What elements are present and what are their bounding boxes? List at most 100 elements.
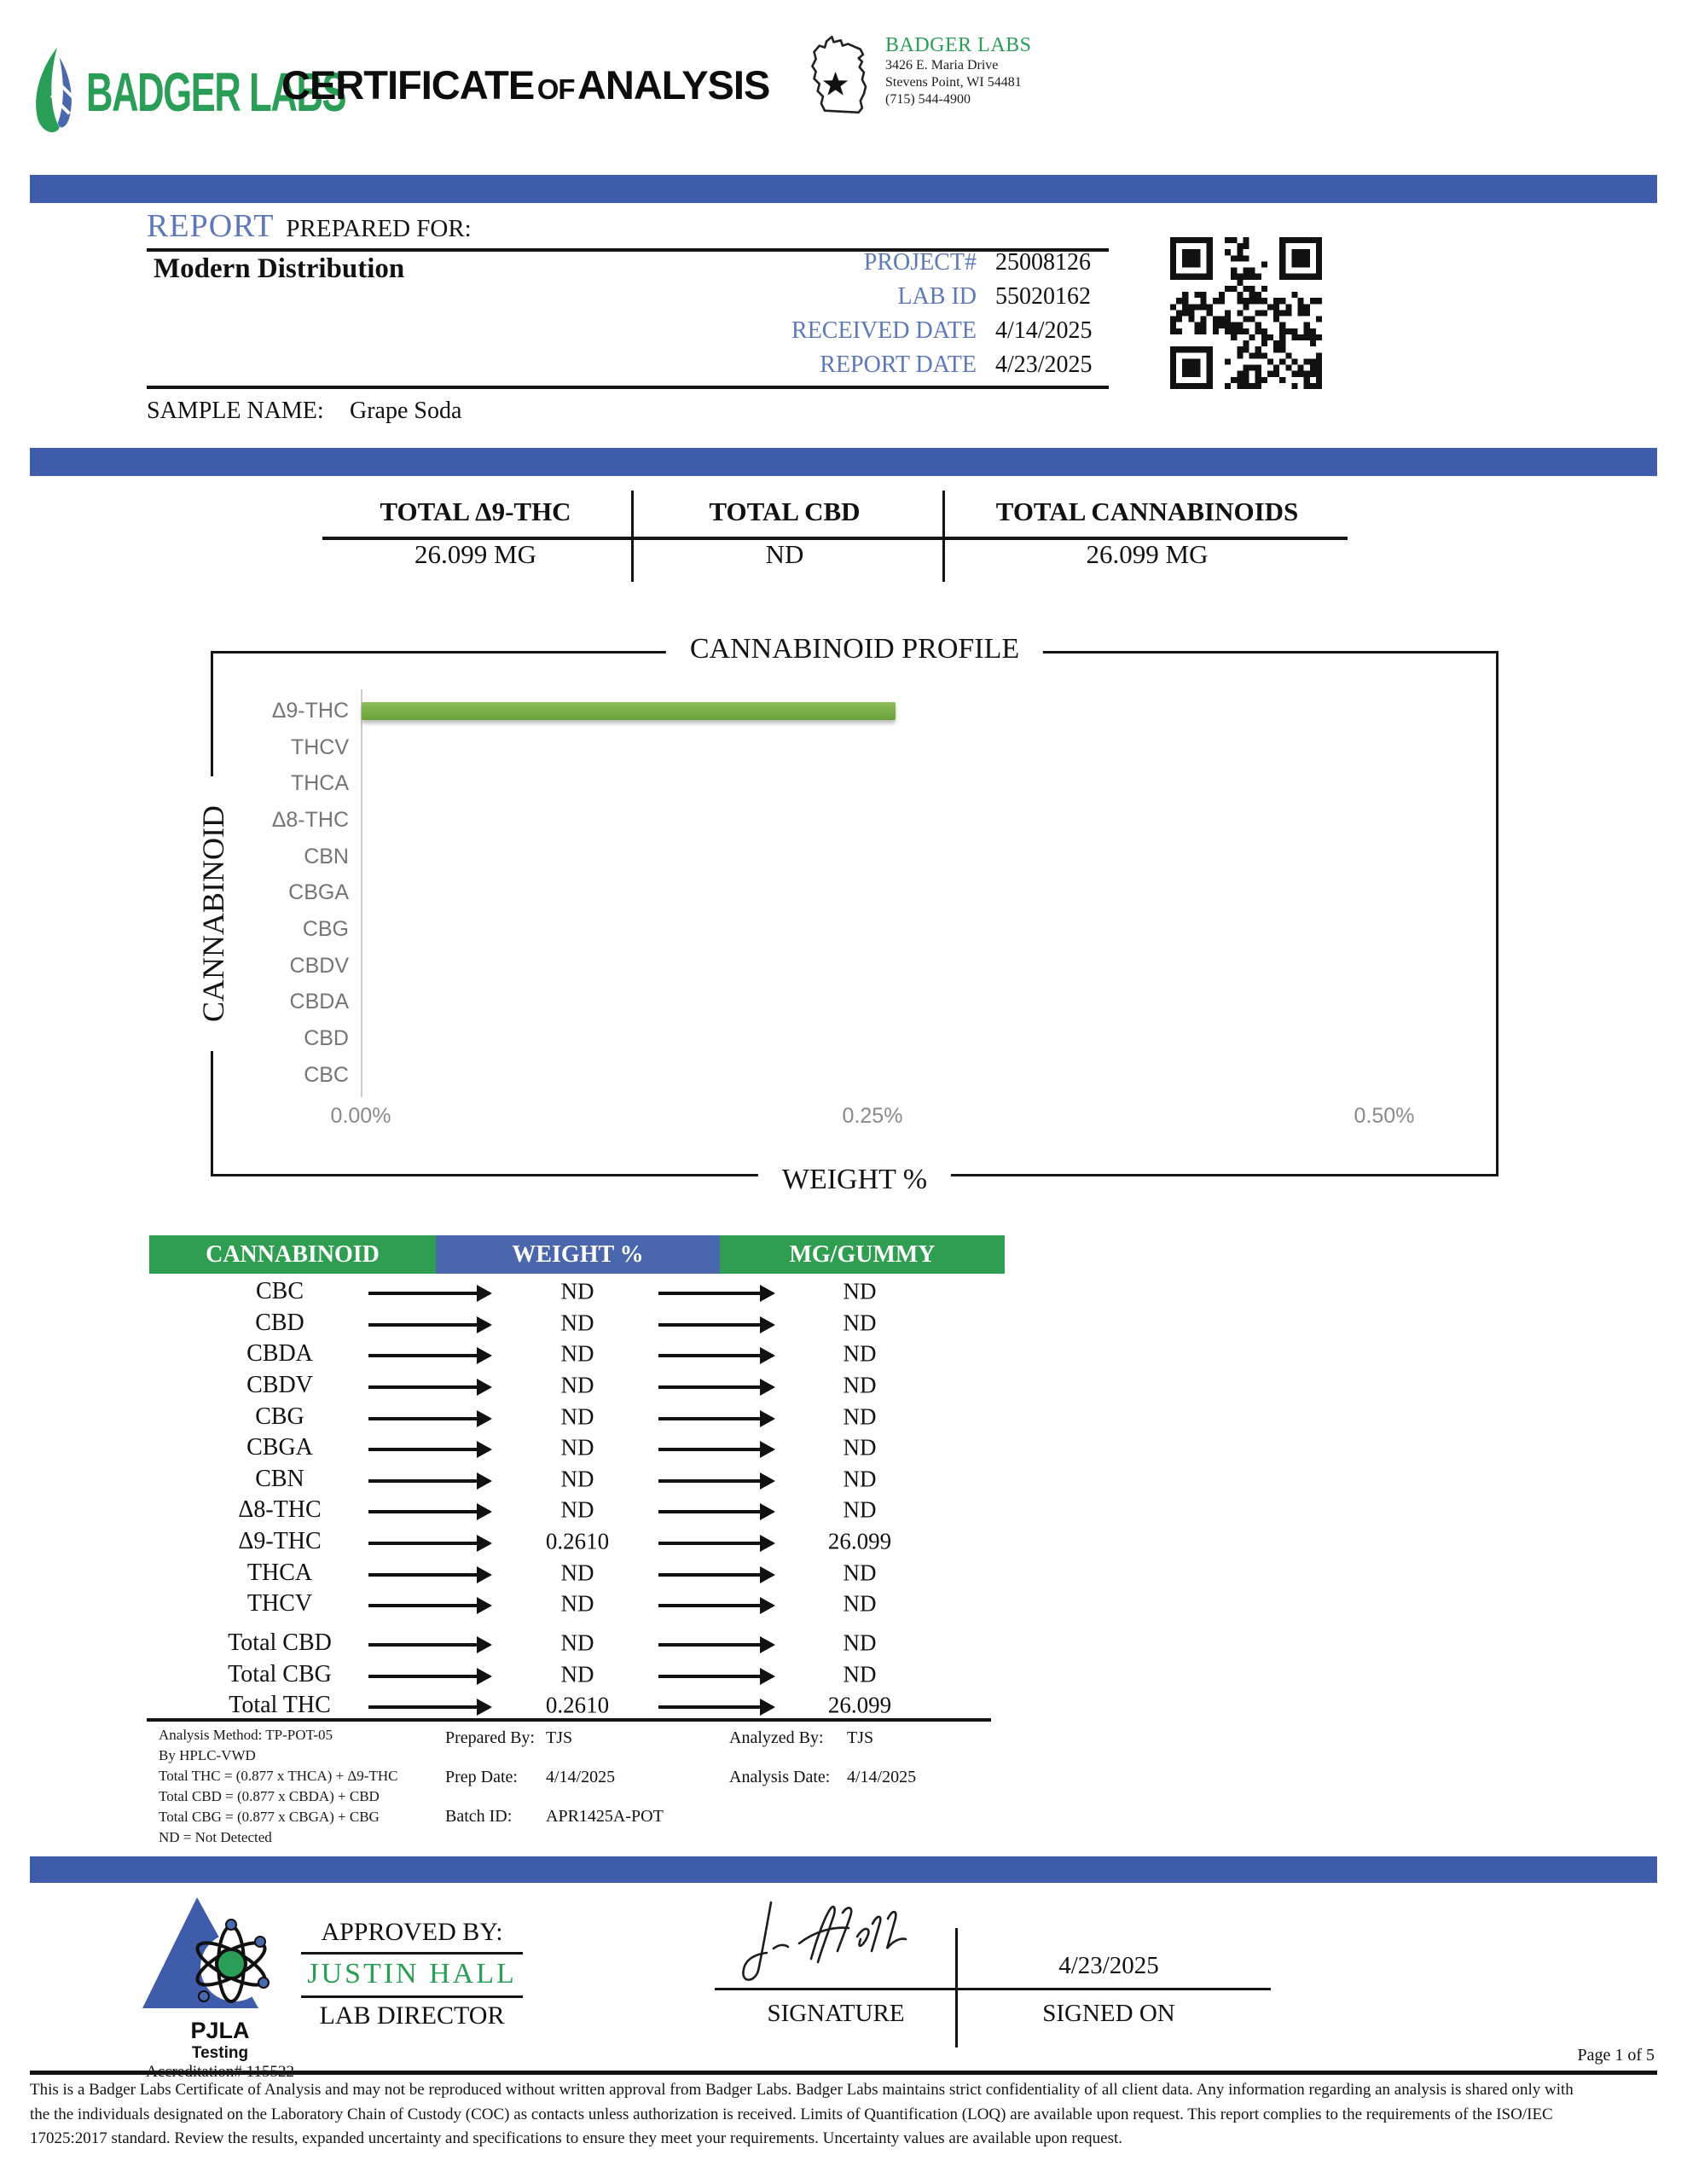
approved-line-1 (301, 1952, 523, 1955)
prep-note-label: Prep Date: (445, 1768, 518, 1786)
lab-address-block: BADGER LABS 3426 E. Maria Drive Stevens … (809, 34, 1032, 116)
page-number: Page 1 of 5 (1577, 2046, 1655, 2065)
results-header-mg: MG/GUMMY (720, 1235, 1005, 1274)
report-field: PROJECT# 25008126 (618, 246, 1093, 280)
prep-note-label: Prepared By: (445, 1728, 535, 1747)
table-row: CBC ND ND (0, 1276, 1687, 1308)
chart-category-label: Δ8-THC (271, 807, 349, 832)
chart-category-label: CBGA (288, 880, 349, 905)
arrow-icon (658, 1379, 775, 1397)
report-field: REPORT DATE 4/23/2025 (618, 348, 1092, 382)
chart-track (362, 985, 1496, 1021)
row-weight-value: ND (560, 1560, 594, 1586)
chart-x-tick: 0.25% (842, 1104, 903, 1128)
row-weight-value: ND (560, 1278, 594, 1304)
signature-line (715, 1988, 1271, 1990)
chart-category-label: THCA (290, 771, 349, 796)
totals-value: 26.099 MG (1086, 539, 1209, 569)
prep-note: Prepared By: TJS (445, 1728, 664, 1768)
chart-x-axis-label: WEIGHT % (757, 1164, 952, 1196)
chart-row: CBDA (213, 985, 1496, 1021)
field-label: RECEIVED DATE (791, 317, 977, 344)
row-weight-value: ND (560, 1372, 594, 1398)
prep-note-value: TJS (546, 1728, 573, 1747)
arrow-icon (368, 1472, 492, 1490)
chart-row: CBDV (213, 948, 1496, 985)
signature-icon (742, 1901, 907, 1981)
chart-track (362, 948, 1496, 985)
chart-x-tick: 0.50% (1354, 1104, 1415, 1128)
approved-by-label: APPROVED BY: (321, 1918, 503, 1946)
prep-note: Batch ID: APR1425A-POT (445, 1807, 664, 1846)
row-mg-value: ND (843, 1629, 877, 1656)
row-mg-value: ND (843, 1466, 877, 1492)
divider-bar-mid (30, 448, 1657, 476)
analysis-note-label: Analyzed By: (729, 1728, 824, 1747)
sample-name-label: SAMPLE NAME: (147, 398, 324, 424)
arrow-icon (658, 1316, 775, 1333)
chart-category-label: THCV (290, 735, 349, 759)
document-title: CERTIFICATE of ANALYSIS (281, 61, 770, 108)
chart-row: CBD (213, 1020, 1496, 1057)
analysis-note: Analysis Date: 4/14/2025 (729, 1768, 916, 1807)
method-note-line: By HPLC-VWD (159, 1747, 256, 1763)
lab-phone: (715) 544-4900 (885, 92, 971, 107)
cannabinoid-profile-chart: CANNABINOID PROFILE CANNABINOID WEIGHT %… (195, 633, 1499, 1196)
report-label: REPORT (147, 208, 275, 244)
row-mg-value: ND (843, 1372, 877, 1398)
row-cannabinoid: THCV (246, 1590, 313, 1618)
row-weight-value: 0.2610 (545, 1692, 610, 1718)
arrow-icon (658, 1699, 775, 1716)
field-label: LAB ID (897, 283, 977, 310)
prep-note-value: APR1425A-POT (546, 1807, 664, 1826)
row-mg-value: ND (843, 1590, 877, 1617)
totals-value: ND (765, 539, 804, 569)
method-note-line: Analysis Method: TP-POT-05 (159, 1727, 333, 1743)
field-label: REPORT DATE (820, 351, 977, 378)
totals-value: 26.099 MG (415, 539, 536, 569)
row-mg-value: ND (843, 1496, 877, 1523)
results-table-rows: CBC ND ND CBD ND ND CBDA ND ND CBDV ND ND CBG ND ND CBG… (0, 1276, 1687, 1620)
row-cannabinoid: CBD (255, 1309, 304, 1336)
arrow-icon (658, 1441, 775, 1459)
chart-track (362, 693, 1496, 729)
chart-bar (362, 701, 896, 720)
row-weight-value: ND (560, 1590, 594, 1617)
row-cannabinoid: CBDA (246, 1340, 313, 1368)
row-cannabinoid: CBC (255, 1278, 304, 1305)
arrow-icon (658, 1472, 775, 1490)
row-cannabinoid: CBDV (246, 1372, 313, 1399)
totals-column: TOTAL CANNABINOIDS 26.099 MG (947, 497, 1348, 570)
approved-line-2 (301, 1995, 523, 1998)
prep-note-label: Batch ID: (445, 1807, 513, 1826)
arrow-icon (368, 1636, 492, 1654)
sample-name-value: Grape Soda (350, 398, 462, 424)
arrow-icon (658, 1535, 775, 1553)
chart-x-tick: 0.00% (330, 1104, 391, 1128)
chart-track (362, 765, 1496, 802)
chart-row: CBG (213, 911, 1496, 948)
row-weight-value: ND (560, 1466, 594, 1492)
arrow-icon (368, 1316, 492, 1333)
row-mg-value: ND (843, 1310, 877, 1336)
totals-column: TOTAL CBD ND (635, 497, 934, 570)
arrow-icon (368, 1667, 492, 1685)
row-mg-value: ND (843, 1278, 877, 1304)
footer-rule (30, 2071, 1657, 2075)
report-field: LAB ID 55020162 (618, 280, 1093, 314)
row-cannabinoid: CBG (255, 1403, 304, 1430)
arrow-icon (658, 1347, 775, 1365)
divider-bar-bottom (30, 1856, 1657, 1883)
totals-divider-2 (942, 491, 945, 582)
pjla-logo-icon (142, 1897, 270, 2008)
chart-track (362, 802, 1496, 839)
prep-note: Prep Date: 4/14/2025 (445, 1768, 664, 1807)
wisconsin-state-icon (811, 35, 867, 114)
report-section-heading: REPORT PREPARED FOR: (147, 207, 472, 245)
row-weight-value: ND (560, 1310, 594, 1336)
title-analysis: ANALYSIS (577, 62, 770, 107)
row-cannabinoid: THCA (246, 1559, 313, 1586)
rule-under-report-heading (147, 248, 1109, 252)
chart-row: CBC (213, 1057, 1496, 1094)
